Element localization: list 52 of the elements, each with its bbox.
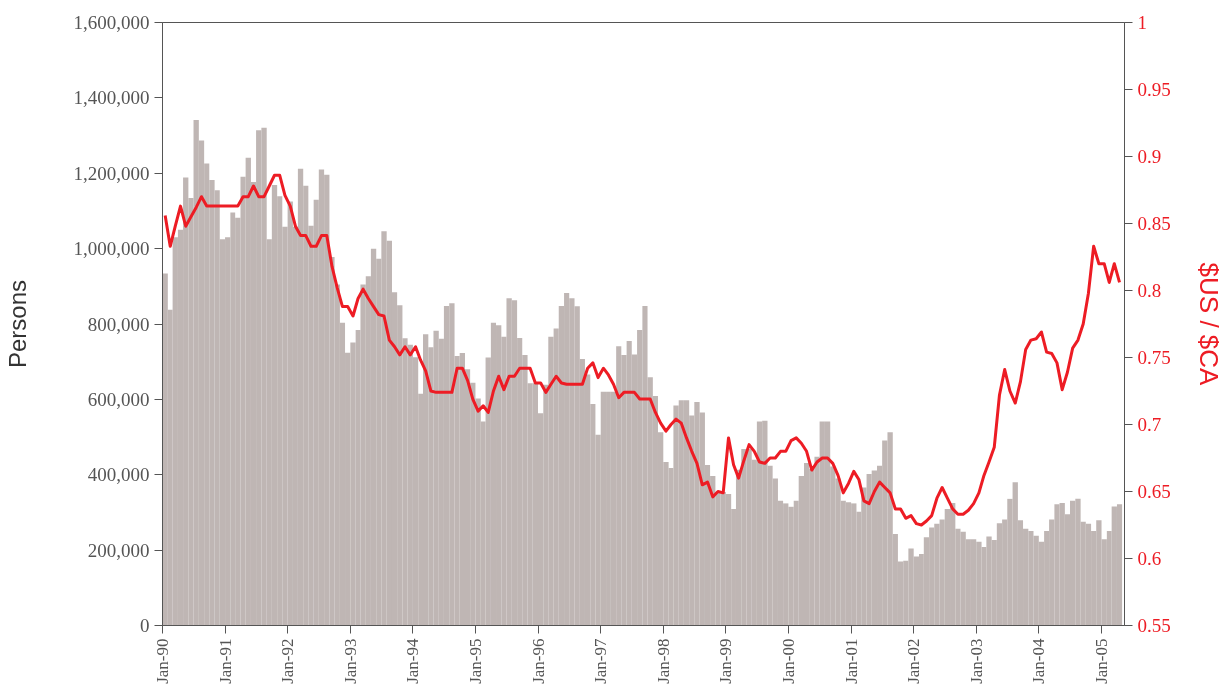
y2-tick-label: 0.55 [1137, 615, 1171, 636]
y-tick-label: 200,000 [87, 539, 150, 561]
y2-tick-label: 0.9 [1137, 146, 1162, 167]
y2-tick-label: 1 [1137, 12, 1147, 33]
x-tick-label: Jan-97 [591, 638, 611, 684]
x-tick-label: Jan-90 [153, 638, 172, 684]
bar [532, 383, 539, 626]
x-tick-label: Jan-91 [215, 638, 235, 684]
x-tick-label: Jan-92 [278, 638, 298, 684]
y-tick-label: 1,200,000 [73, 162, 150, 184]
x-tick-label: Jan-02 [904, 638, 924, 684]
x-tick-label: Jan-05 [1092, 638, 1112, 684]
bar [683, 400, 690, 626]
bar [1085, 523, 1092, 626]
y-tick-label: 800,000 [87, 313, 150, 335]
y-tick-label: 600,000 [87, 388, 150, 410]
y-tick-label: 0 [140, 615, 150, 636]
x-tick-label: Jan-95 [465, 638, 485, 684]
y-tick-label: 1,600,000 [73, 12, 150, 33]
x-tick-label: Jan-99 [716, 638, 736, 684]
bar [824, 421, 831, 626]
bar [845, 502, 852, 626]
line-series [163, 173, 1122, 527]
bar [370, 248, 377, 626]
x-tick-label: Jan-94 [403, 638, 423, 684]
y2-tick-label: 0.85 [1137, 213, 1171, 234]
y2-tick-label: 0.65 [1137, 481, 1171, 502]
bar [1116, 504, 1123, 626]
y-axis-title: Persons [3, 279, 31, 369]
x-tick-label: Jan-96 [528, 638, 548, 684]
y2-tick-label: 0.7 [1137, 414, 1162, 435]
bar [756, 421, 763, 626]
x-tick-label: Jan-00 [778, 638, 798, 684]
y2-tick-label: 0.95 [1137, 79, 1171, 100]
x-tick-label: Jan-93 [340, 638, 360, 684]
bar [271, 184, 278, 626]
bar [297, 168, 304, 626]
bar [490, 322, 497, 626]
y2-axis-title: $US / $CA [1193, 262, 1224, 387]
bar [318, 169, 325, 626]
x-tick-label: Jan-98 [653, 638, 673, 684]
bar [996, 523, 1003, 626]
y2-tick-label: 0.75 [1137, 347, 1171, 368]
y-tick-label: 400,000 [87, 464, 150, 486]
y2-tick-label: 0.6 [1137, 548, 1162, 569]
x-tick-label: Jan-01 [841, 638, 861, 684]
bar [725, 493, 732, 626]
y-tick-label: 1,400,000 [73, 87, 150, 109]
x-tick-label: Jan-04 [1029, 638, 1049, 684]
x-tick-label: Jan-03 [966, 638, 986, 684]
y-tick-label: 1,000,000 [73, 238, 150, 260]
y2-tick-label: 0.8 [1137, 280, 1162, 301]
